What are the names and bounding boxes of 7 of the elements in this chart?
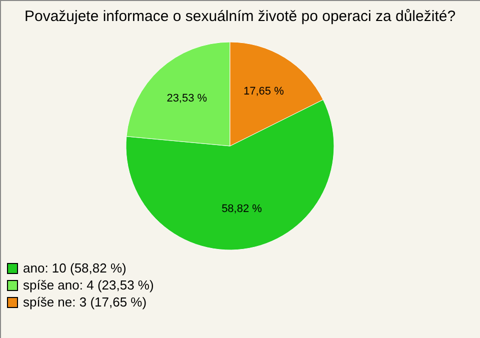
data-label: 58,82 %	[222, 202, 262, 215]
legend-label: spíše ne: 3 (17,65 %)	[23, 294, 147, 310]
data-label: 23,53 %	[166, 92, 208, 105]
chart-title: Považujete informace o sexuálním životě po operaci za důležité?	[24, 8, 456, 25]
legend-label: ano: 10 (58,82 %)	[23, 260, 126, 276]
data-label: 17,65 %	[244, 86, 284, 98]
legend-label: spíše ano: 4 (23,53 %)	[23, 278, 154, 292]
